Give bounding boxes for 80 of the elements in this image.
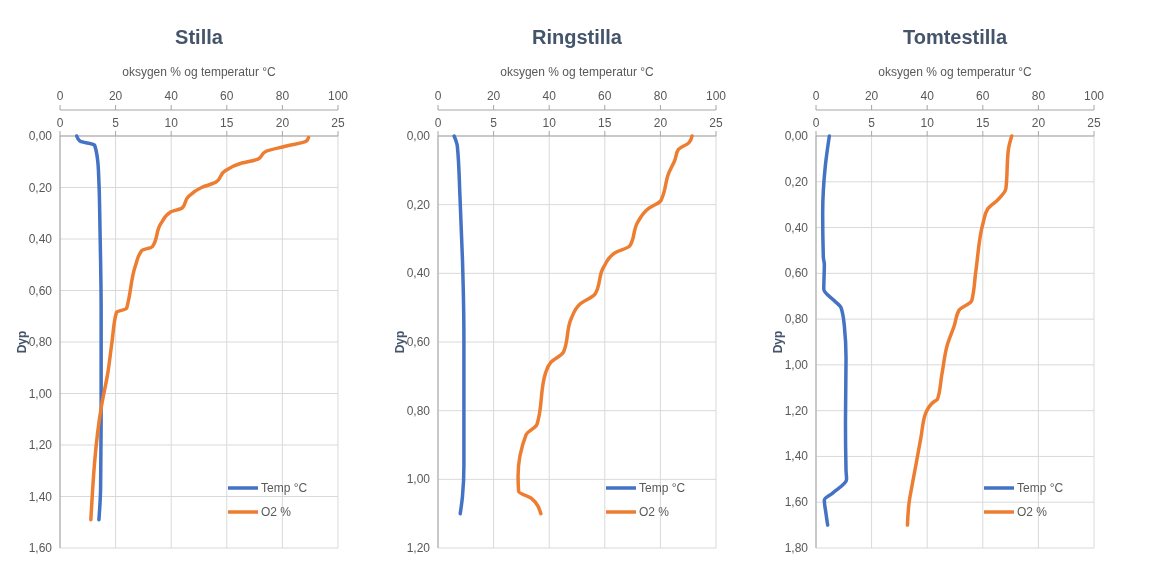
y-axis-title: Dyp [15, 330, 29, 354]
y-tick-label: 1,20 [28, 438, 53, 452]
y-tick-label: 1,20 [784, 403, 809, 418]
y-tick-label: 1,00 [784, 357, 809, 372]
y-tick-label: 0,40 [28, 232, 53, 246]
x2-tick-label: 40 [920, 89, 935, 103]
x2-tick-label: 0 [56, 89, 64, 103]
x-tick-label: 10 [164, 116, 179, 130]
y-tick-label: 0,80 [406, 403, 431, 418]
x-tick-label: 15 [220, 116, 234, 130]
x-tick-label: 25 [709, 116, 723, 130]
x2-tick-label: 80 [1031, 89, 1046, 103]
y-tick-label: 0,60 [28, 283, 53, 298]
x-tick-label: 20 [275, 116, 290, 130]
x-tick-label: 5 [868, 116, 876, 130]
y-tick-label: 0,00 [28, 129, 53, 143]
legend-label: O2 % [261, 505, 292, 519]
x2-tick-label: 0 [812, 89, 820, 103]
y-axis-title: Dyp [393, 330, 407, 354]
x-tick-label: 15 [598, 116, 612, 130]
y-tick-label: 0,20 [406, 197, 431, 212]
chart-title: Ringstilla [531, 26, 623, 48]
x2-tick-label: 20 [486, 89, 501, 103]
line-series [820, 134, 849, 527]
y-tick-label: 0,60 [784, 266, 809, 281]
x-tick-label: 0 [434, 116, 442, 130]
y-tick-label: 0,80 [28, 335, 53, 349]
x2-tick-label: 40 [164, 89, 179, 103]
y-tick-label: 0,20 [28, 180, 53, 195]
x2-tick-label: 100 [1083, 89, 1105, 103]
y-tick-label: 1,40 [28, 489, 53, 504]
x-tick-label: 10 [920, 116, 935, 130]
legend-label: O2 % [639, 505, 670, 519]
x-tick-label: 10 [542, 116, 557, 130]
x-tick-label: 5 [490, 116, 498, 130]
x-axis-title: oksygen % og temperatur °C [878, 65, 1033, 79]
y-axis-title: Dyp [771, 330, 785, 354]
y-tick-label: 1,00 [28, 386, 53, 401]
x-tick-label: 0 [56, 116, 64, 130]
x2-tick-label: 80 [275, 89, 290, 103]
x2-tick-label: 20 [864, 89, 879, 103]
y-tick-label: 0,00 [406, 129, 431, 143]
line-series [74, 134, 103, 522]
y-tick-label: 0,80 [784, 312, 809, 327]
y-tick-label: 1,40 [784, 449, 809, 464]
x-axis-title: oksygen % og temperatur °C [122, 65, 277, 79]
x-axis-title: oksygen % og temperatur °C [500, 65, 655, 79]
y-tick-label: 0,20 [784, 174, 809, 189]
line-series [452, 134, 466, 516]
x-tick-label: 25 [331, 116, 345, 130]
x2-tick-label: 20 [108, 89, 123, 103]
y-tick-label: 1,60 [28, 541, 53, 555]
chart-title: Tomtestilla [902, 26, 1008, 48]
x-tick-label: 20 [653, 116, 668, 130]
chart-title: Stilla [175, 26, 224, 48]
y-tick-label: 0,00 [784, 129, 809, 143]
x-tick-label: 20 [1031, 116, 1046, 130]
y-tick-label: 0,40 [406, 266, 431, 281]
y-tick-label: 1,20 [406, 541, 431, 555]
y-tick-label: 0,40 [784, 220, 809, 235]
x2-tick-label: 100 [705, 89, 727, 103]
y-tick-label: 1,00 [406, 472, 431, 487]
x2-tick-label: 0 [434, 89, 442, 103]
y-tick-label: 1,60 [784, 495, 809, 510]
x-tick-label: 15 [976, 116, 990, 130]
x-tick-label: 0 [812, 116, 820, 130]
x2-tick-label: 60 [220, 89, 234, 103]
x2-tick-label: 40 [542, 89, 557, 103]
legend-label: Temp °C [1017, 481, 1064, 495]
y-tick-label: 1,80 [784, 541, 809, 555]
x2-tick-label: 80 [653, 89, 668, 103]
x2-tick-label: 60 [976, 89, 990, 103]
y-tick-label: 0,60 [406, 335, 431, 349]
legend-label: O2 % [1017, 505, 1048, 519]
x2-tick-label: 100 [327, 89, 349, 103]
x-tick-label: 25 [1087, 116, 1101, 130]
x-tick-label: 5 [112, 116, 120, 130]
legend-label: Temp °C [261, 481, 308, 495]
x2-tick-label: 60 [598, 89, 612, 103]
legend-label: Temp °C [639, 481, 686, 495]
